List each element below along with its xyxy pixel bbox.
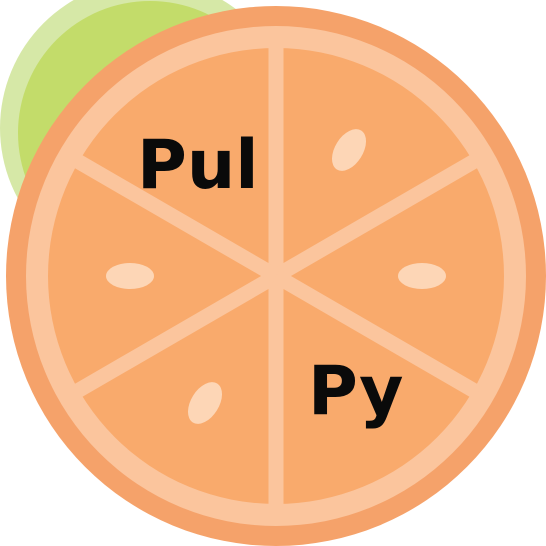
segment-divider xyxy=(70,152,280,283)
seed xyxy=(331,129,367,171)
orange-slice: Pul Py xyxy=(6,6,546,546)
segment-dividers xyxy=(70,42,482,510)
segment-divider xyxy=(272,269,482,400)
seed xyxy=(106,263,154,289)
logo-word-top: Pul xyxy=(137,126,259,205)
seed xyxy=(398,263,446,289)
seed xyxy=(187,382,223,424)
logo-word-bottom: Py xyxy=(308,352,403,431)
segment-divider xyxy=(70,269,280,400)
seeds xyxy=(106,129,446,424)
segment-divider xyxy=(272,152,482,283)
